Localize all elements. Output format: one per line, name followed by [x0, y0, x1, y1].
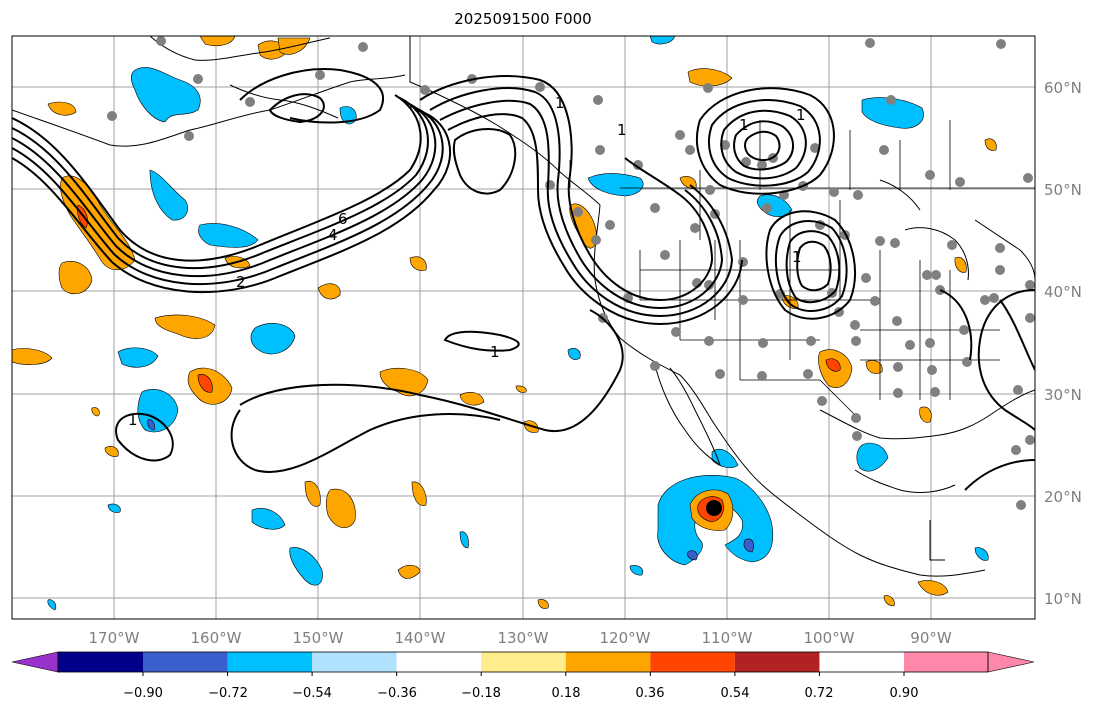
colorbar-label: 0.18: [552, 686, 581, 701]
longitude-ticks: 170°W 160°W 150°W 140°W 130°W 120°W 110°…: [89, 629, 952, 647]
latitude-ticks: 60°N 50°N 40°N 30°N 20°N 10°N: [1044, 79, 1082, 608]
contour-label: 1: [792, 248, 802, 266]
lon-tick: 130°W: [498, 629, 549, 647]
lon-tick: 170°W: [89, 629, 140, 647]
lon-tick: 110°W: [702, 629, 753, 647]
contour-label: 1: [796, 106, 806, 124]
lon-tick: 100°W: [804, 629, 855, 647]
lat-tick: 30°N: [1044, 386, 1082, 404]
colorbar-label: −0.54: [292, 686, 332, 701]
lat-tick: 40°N: [1044, 283, 1082, 301]
colorbar-segment: [312, 652, 397, 672]
colorbar-segment: [734, 652, 820, 672]
contour-label: 1: [739, 116, 749, 134]
colorbar-label: 0.72: [805, 686, 834, 701]
lon-tick: 140°W: [395, 629, 446, 647]
colorbar-label: −0.72: [208, 686, 248, 701]
lat-tick: 50°N: [1044, 181, 1082, 199]
colorbar-label: −0.18: [461, 686, 501, 701]
lat-tick: 20°N: [1044, 488, 1082, 506]
colorbar-label: −0.36: [377, 686, 417, 701]
station-dots: [107, 36, 1035, 510]
colorbar-labels: −0.90 −0.72 −0.54 −0.36 −0.18 0.18 0.36 …: [123, 686, 918, 701]
storm-center-marker: [706, 500, 722, 516]
lon-tick: 90°W: [910, 629, 952, 647]
colorbar-segment: [650, 652, 735, 672]
colorbar-label: 0.54: [721, 686, 750, 701]
colorbar-segment: [58, 652, 143, 672]
colorbar-segment: [904, 652, 988, 672]
colorbar-extend-min: [11, 651, 59, 673]
colorbar-label: −0.90: [123, 686, 163, 701]
contour-label: 1: [128, 411, 138, 429]
colorbar-label: 0.36: [636, 686, 665, 701]
lat-tick: 10°N: [1044, 590, 1082, 608]
colorbar: [11, 651, 1035, 676]
lon-tick: 150°W: [293, 629, 344, 647]
colorbar-segment: [227, 652, 313, 672]
map-frame: [11, 35, 1036, 620]
contour-label: 4: [328, 226, 338, 244]
contour-label-group: 1 2 4 6 1 1 1 1 1 1: [128, 94, 806, 429]
contour-label: 1: [555, 94, 565, 112]
contour-label: 6: [338, 210, 348, 228]
map-title: 2025091500 F000: [454, 10, 592, 28]
colorbar-extend-max: [987, 651, 1035, 673]
contour-lines: [12, 68, 1035, 491]
colorbar-segment: [565, 652, 651, 672]
colorbar-segment: [143, 652, 228, 672]
contour-label: 1: [617, 121, 627, 139]
lon-tick: 160°W: [191, 629, 242, 647]
colorbar-segment: [396, 652, 482, 672]
colorbar-segment: [481, 652, 566, 672]
colorbar-outline: [57, 651, 989, 673]
lat-tick: 60°N: [1044, 79, 1082, 97]
contour-label: 2: [236, 273, 246, 291]
contour-label: 1: [490, 343, 500, 361]
colorbar-label: 0.90: [890, 686, 919, 701]
lon-tick: 120°W: [600, 629, 651, 647]
